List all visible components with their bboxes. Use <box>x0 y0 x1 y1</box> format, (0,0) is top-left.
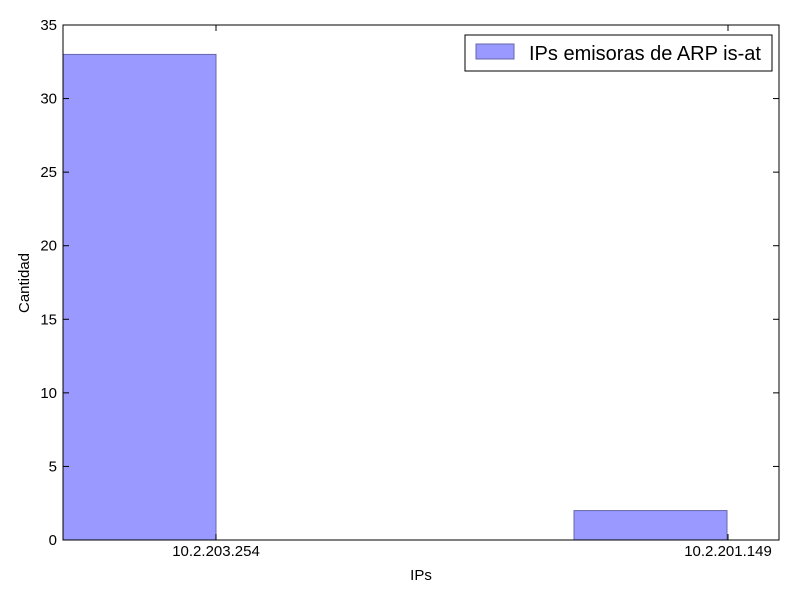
y-tick-label: 0 <box>49 532 57 549</box>
x-tick-label: 10.2.201.149 <box>684 543 772 560</box>
ticks-layer: 0 5 10 15 20 25 30 35 10.2.203.254 10.2.201.149 <box>40 17 779 560</box>
legend-swatch <box>475 43 515 60</box>
y-tick-label: 35 <box>40 17 57 34</box>
bars-layer <box>62 53 728 541</box>
bar-10.2.203.254 <box>62 53 217 541</box>
y-tick-label: 5 <box>49 458 57 475</box>
legend-label: IPs emisoras de ARP is-at <box>529 43 761 65</box>
y-tick-label: 15 <box>40 311 57 328</box>
plot-area-frame <box>62 24 780 541</box>
y-tick-label: 30 <box>40 91 57 108</box>
y-axis-title: Cantidad <box>16 253 33 313</box>
x-tick-label: 10.2.203.254 <box>172 543 260 560</box>
y-tick-label: 20 <box>40 238 57 255</box>
legend-frame <box>464 34 773 72</box>
y-tick-label: 10 <box>40 385 57 402</box>
bar-10.2.201.149 <box>573 510 728 541</box>
y-tick-label: 25 <box>40 164 57 181</box>
legend: IPs emisoras de ARP is-at <box>464 34 773 72</box>
x-axis-title: IPs <box>410 567 432 584</box>
